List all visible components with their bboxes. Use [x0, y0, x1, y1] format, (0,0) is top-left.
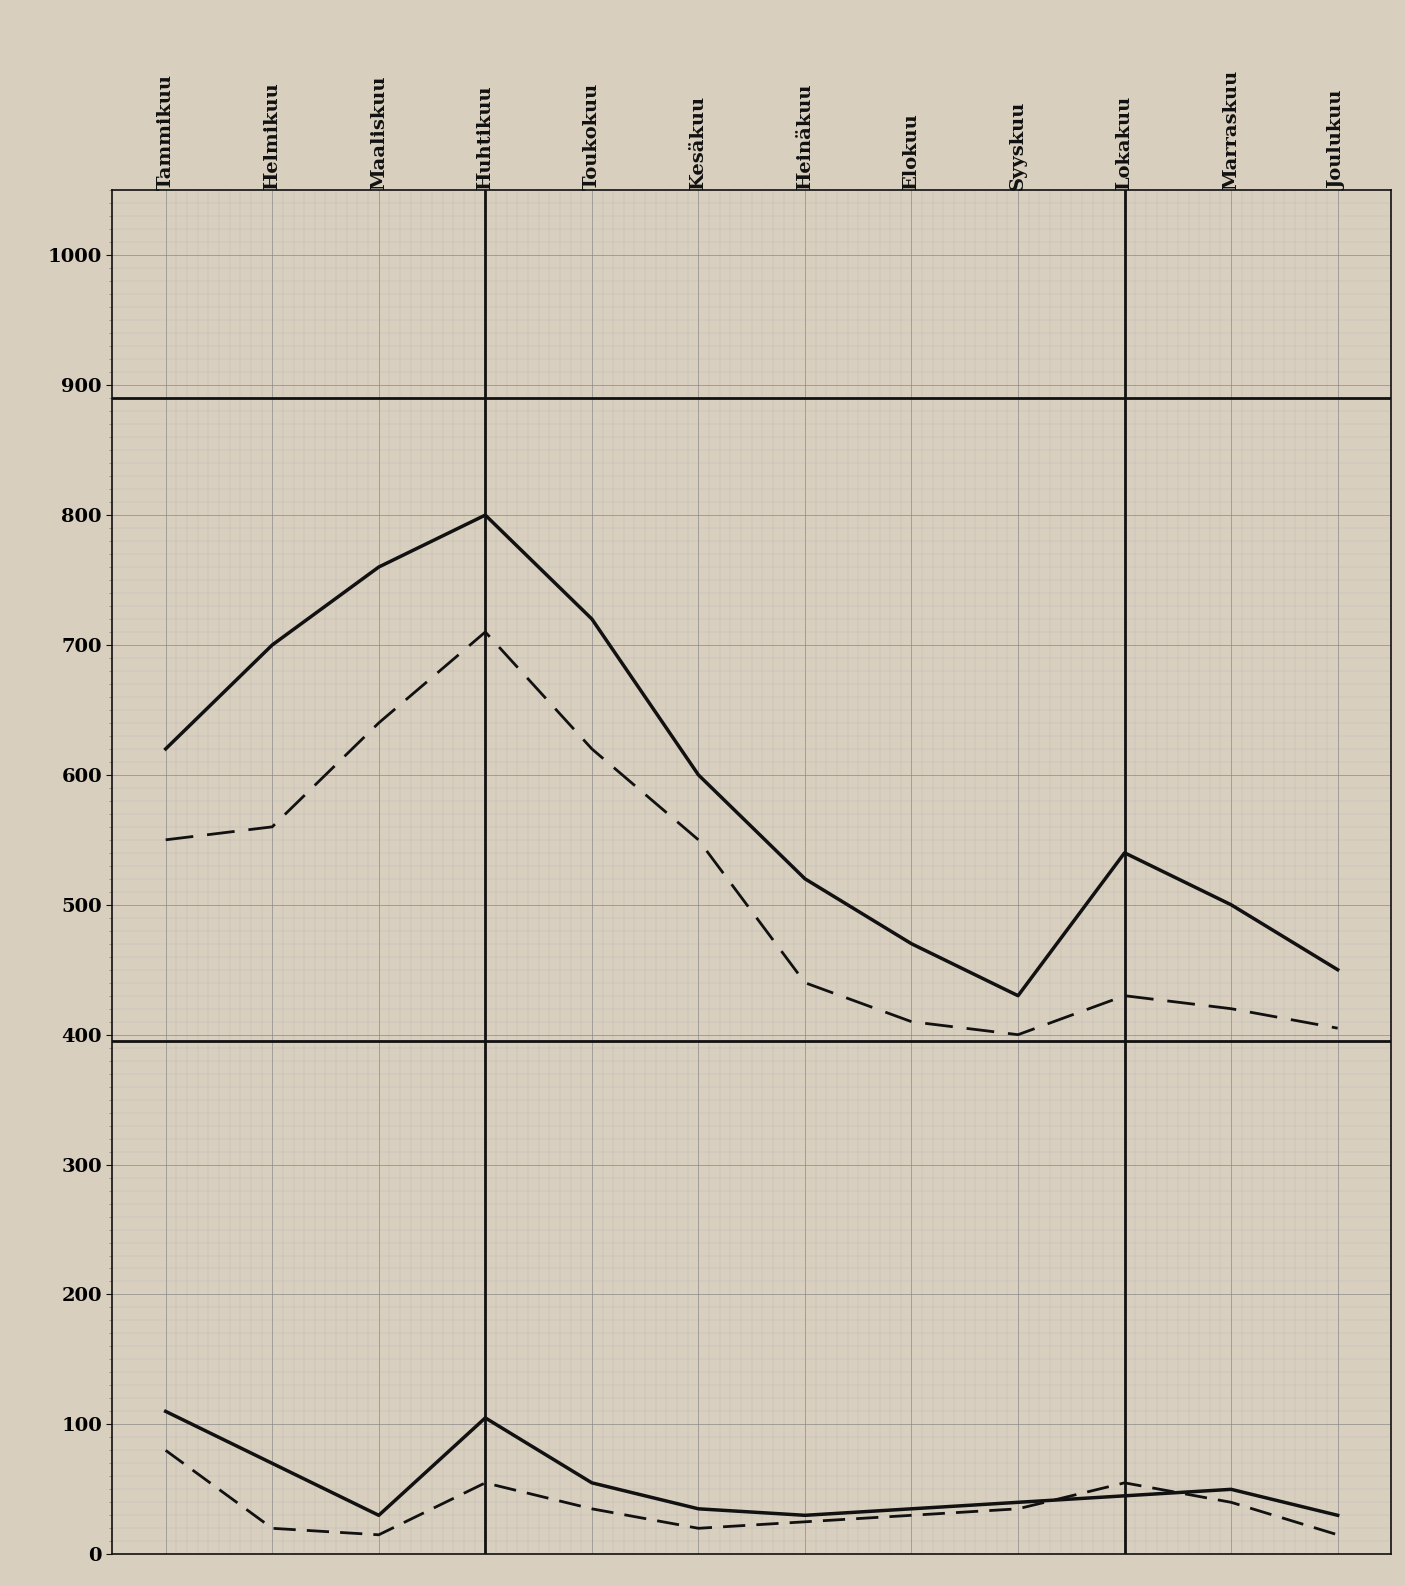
Text: Heinäkuu: Heinäkuu — [797, 84, 813, 190]
Text: Maaliskuu: Maaliskuu — [370, 76, 388, 190]
Text: Kesäkuu: Kesäkuu — [690, 97, 707, 190]
Text: Marraskuu: Marraskuu — [1222, 70, 1241, 190]
Text: Syyskuu: Syyskuu — [1009, 102, 1027, 190]
Text: Lokakuu: Lokakuu — [1116, 97, 1134, 190]
Text: Toukokuu: Toukokuu — [583, 82, 601, 190]
Text: Helmikuu: Helmikuu — [263, 82, 281, 190]
Text: Joulukuu: Joulukuu — [1329, 90, 1346, 190]
Text: Huhtikuu: Huhtikuu — [476, 86, 495, 190]
Text: Elokuu: Elokuu — [902, 114, 920, 190]
Text: Tammikuu: Tammikuu — [157, 75, 174, 190]
